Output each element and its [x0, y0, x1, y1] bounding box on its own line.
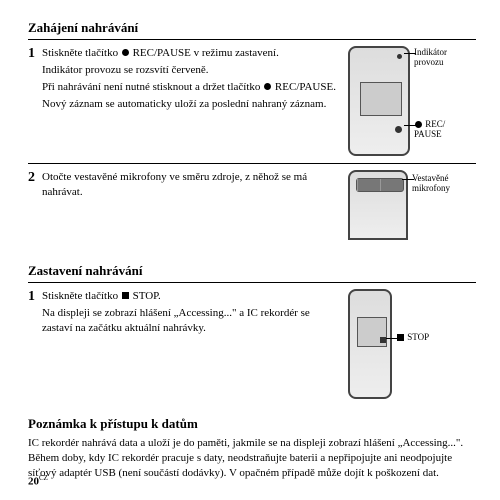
text: REC/PAUSE v režimu zastavení.	[130, 47, 279, 59]
divider-thin	[28, 163, 476, 164]
section-title: Zastavení nahrávání	[28, 263, 476, 279]
step-2-row: 2 Otočte vestavěné mikrofony ve směru zd…	[28, 170, 476, 243]
step-1-row: 1 Stiskněte tlačítko STOP. Na displeji s…	[28, 289, 476, 402]
text: Stiskněte tlačítko	[42, 47, 121, 59]
page-number: 20CZ	[28, 474, 48, 488]
section-stop-recording: Zastavení nahrávání 1 Stiskněte tlačítko…	[28, 263, 476, 402]
stop-icon	[397, 334, 404, 341]
step-number: 1	[28, 289, 42, 304]
section-start-recording: Zahájení nahrávání 1 Stiskněte tlačítko …	[28, 20, 476, 243]
step-body: Stiskněte tlačítko REC/PAUSE v režimu za…	[42, 46, 342, 113]
text: Otočte vestavěné mikrofony ve směru zdro…	[42, 170, 342, 200]
device-illustration: Vestavěné mikrofony	[348, 170, 408, 243]
divider	[28, 282, 476, 283]
section-note: Poznámka k přístupu k datům IC rekordér …	[28, 416, 476, 481]
section-title: Poznámka k přístupu k datům	[28, 416, 476, 432]
section-title: Zahájení nahrávání	[28, 20, 476, 36]
record-icon	[415, 121, 422, 128]
note-body: IC rekordér nahrává data a uloží je do p…	[28, 436, 476, 481]
text: Na displeji se zobrazí hlášení „Accessin…	[42, 306, 342, 336]
stop-icon	[122, 292, 129, 299]
step-1-row: 1 Stiskněte tlačítko REC/PAUSE v režimu …	[28, 46, 476, 159]
record-icon	[122, 49, 129, 56]
device-illustration: Indikátor provozu REC/ PAUSE	[348, 46, 410, 159]
callout-stop: STOP	[396, 333, 454, 343]
text: REC/PAUSE.	[272, 81, 336, 93]
callout-rec: REC/ PAUSE	[414, 120, 472, 140]
step-number: 1	[28, 46, 42, 61]
step-body: Otočte vestavěné mikrofony ve směru zdro…	[42, 170, 342, 202]
text: STOP.	[130, 290, 161, 302]
device-illustration: STOP	[348, 289, 392, 402]
text: Indikátor provozu se rozsvítí červeně.	[42, 63, 342, 78]
text: Stiskněte tlačítko	[42, 290, 121, 302]
text: Při nahrávání není nutné stisknout a drž…	[42, 81, 263, 93]
record-icon	[264, 83, 271, 90]
callout-mics: Vestavěné mikrofony	[412, 174, 472, 194]
text: Nový záznam se automaticky uloží za posl…	[42, 97, 342, 112]
step-number: 2	[28, 170, 42, 185]
divider	[28, 39, 476, 40]
callout-indicator: Indikátor provozu	[414, 48, 472, 68]
step-body: Stiskněte tlačítko STOP. Na displeji se …	[42, 289, 342, 338]
